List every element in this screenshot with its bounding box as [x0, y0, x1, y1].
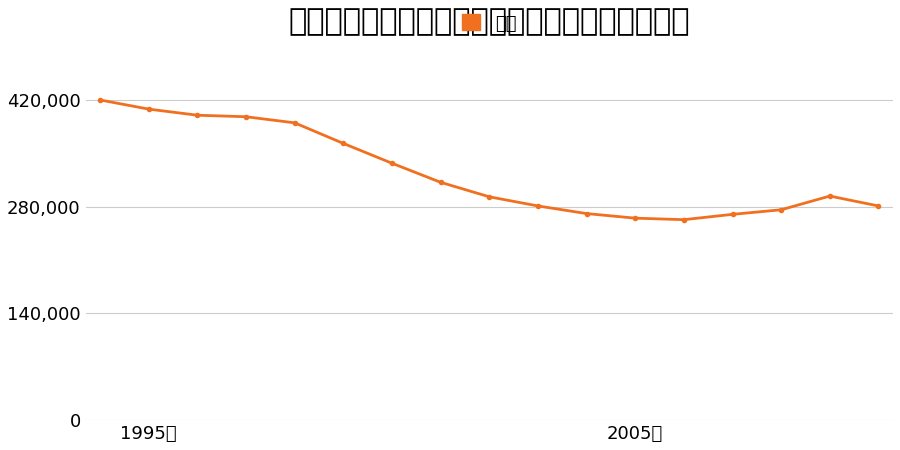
価格	[679, 217, 689, 222]
価格	[727, 212, 738, 217]
価格	[387, 161, 398, 166]
価格	[143, 107, 154, 112]
価格	[630, 216, 641, 221]
価格	[484, 194, 495, 199]
価格	[436, 180, 446, 185]
価格	[94, 97, 105, 103]
価格	[240, 114, 251, 119]
価格	[776, 207, 787, 212]
価格	[581, 211, 592, 216]
価格	[338, 141, 349, 146]
Line: 価格: 価格	[97, 97, 881, 222]
価格	[533, 203, 544, 209]
価格	[192, 112, 202, 118]
価格	[824, 194, 835, 199]
Title: 大阪府大阪市都島区内代町１丁目９番の地価推移: 大阪府大阪市都島区内代町１丁目９番の地価推移	[289, 7, 690, 36]
価格	[289, 120, 300, 126]
価格	[873, 203, 884, 209]
Legend: 価格: 価格	[455, 7, 524, 40]
